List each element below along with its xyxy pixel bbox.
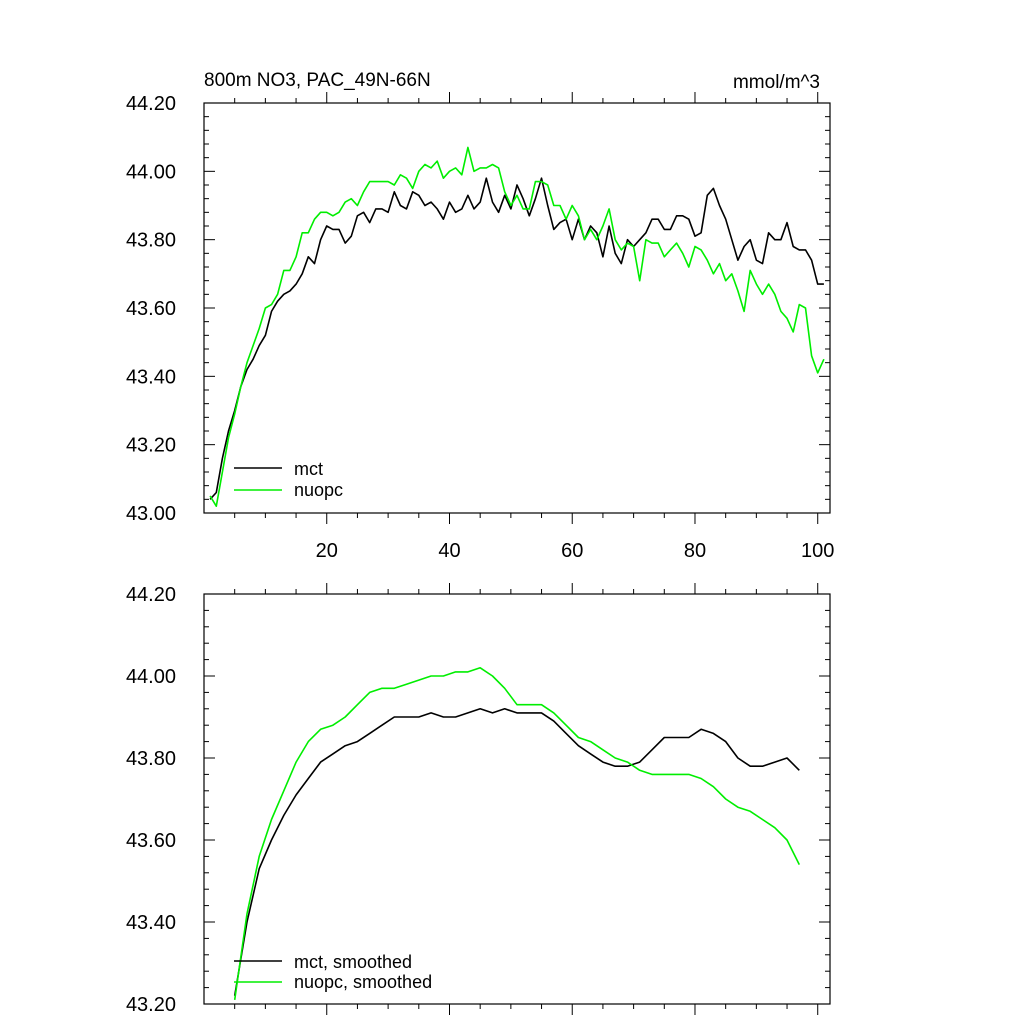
y-tick-label: 44.00 — [126, 666, 176, 688]
x-tick-label: 80 — [684, 540, 706, 562]
y-tick-label: 43.40 — [126, 912, 176, 934]
legend-label-mct: mct — [294, 459, 323, 479]
top-series-layer — [209, 146, 825, 508]
bottom-series-layer — [233, 666, 801, 1001]
legend-label-mct-smoothed: mct, smoothed — [294, 952, 412, 972]
bottom-legend: mct, smoothed nuopc, smoothed — [234, 952, 432, 992]
y-tick-label: 44.00 — [126, 161, 176, 183]
units-label: mmol/m^3 — [733, 72, 820, 93]
series-line-mct-smoothed — [233, 707, 800, 996]
top-chart-panel: 800m NO3, PAC_49N-66N mmol/m^3 20 40 60 80 1… — [126, 70, 834, 562]
y-tick-label: 43.20 — [126, 435, 176, 457]
y-tick-label: 43.80 — [126, 230, 176, 252]
legend-label-nuopc: nuopc — [294, 480, 343, 500]
x-tick-label: 20 — [316, 540, 338, 562]
top-plot-frame — [203, 102, 831, 514]
bottom-plot-frame — [203, 593, 831, 1005]
series-line-mct — [209, 177, 824, 500]
y-tick-label: 43.00 — [126, 503, 176, 525]
series-line-nuopc — [209, 146, 825, 508]
y-tick-label: 43.80 — [126, 748, 176, 770]
x-tick-label: 40 — [438, 540, 460, 562]
y-tick-label: 43.60 — [126, 830, 176, 852]
y-tick-label: 44.20 — [126, 584, 176, 606]
y-tick-label: 43.60 — [126, 298, 176, 320]
y-tick-label: 43.20 — [126, 994, 176, 1016]
y-tick-label: 43.40 — [126, 366, 176, 388]
legend-label-nuopc-smoothed: nuopc, smoothed — [294, 972, 432, 992]
series-line-nuopc-smoothed — [233, 666, 801, 1001]
x-tick-label: 100 — [801, 540, 834, 562]
chart-title: 800m NO3, PAC_49N-66N — [204, 70, 431, 91]
x-tick-label: 60 — [561, 540, 583, 562]
top-legend: mct nuopc — [234, 459, 343, 500]
bottom-chart-panel: 43.20 43.40 43.60 43.80 44.00 44.20 mct, smoo… — [126, 583, 831, 1016]
top-tick-layer: 20 40 60 80 100 43.00 43.20 43.40 43.60 43.80 44.0… — [126, 92, 834, 562]
bottom-tick-layer: 43.20 43.40 43.60 43.80 44.00 44.20 — [126, 583, 830, 1016]
y-tick-label: 44.20 — [126, 93, 176, 115]
